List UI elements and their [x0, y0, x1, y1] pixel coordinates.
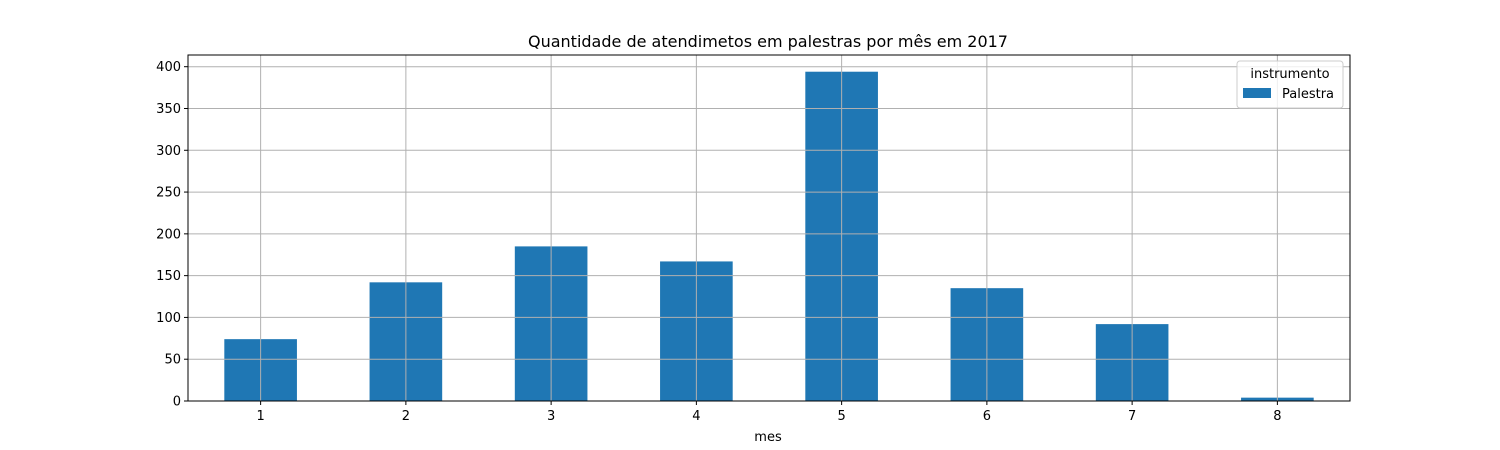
x-axis-label: mes: [754, 430, 782, 445]
chart-title: Quantidade de atendimetos em palestras p…: [528, 32, 1008, 51]
x-tick-label: 6: [983, 409, 991, 424]
y-tick-label: 0: [173, 395, 181, 410]
legend-swatch-palestra: [1243, 88, 1271, 98]
y-tick-label: 100: [156, 311, 181, 326]
axes: [187, 54, 1351, 402]
y-tick-label: 400: [156, 60, 181, 75]
legend: instrumento Palestra: [1236, 60, 1344, 109]
y-axis-ticks: 0 50 100 150 200 250 300 350 400: [156, 60, 188, 410]
x-tick-label: 7: [1128, 409, 1136, 424]
x-axis-ticks: 1 2 3 4 5 6 7 8: [256, 401, 1282, 424]
x-tick-label: 4: [692, 409, 700, 424]
y-tick-label: 150: [156, 269, 181, 284]
bars: [224, 71, 1314, 402]
x-tick-label: 3: [547, 409, 555, 424]
y-tick-label: 50: [164, 353, 181, 368]
legend-entry-palestra: Palestra: [1282, 87, 1334, 102]
y-tick-label: 350: [156, 102, 181, 117]
y-tick-label: 250: [156, 186, 181, 201]
y-tick-label: 200: [156, 227, 181, 242]
x-tick-label: 1: [256, 409, 264, 424]
x-tick-label: 5: [837, 409, 845, 424]
legend-title: instrumento: [1250, 67, 1329, 82]
plot-frame: [187, 54, 1351, 402]
y-tick-label: 300: [156, 144, 181, 159]
x-tick-label: 8: [1273, 409, 1281, 424]
x-tick-label: 2: [402, 409, 410, 424]
grid-lines: [188, 55, 1350, 402]
